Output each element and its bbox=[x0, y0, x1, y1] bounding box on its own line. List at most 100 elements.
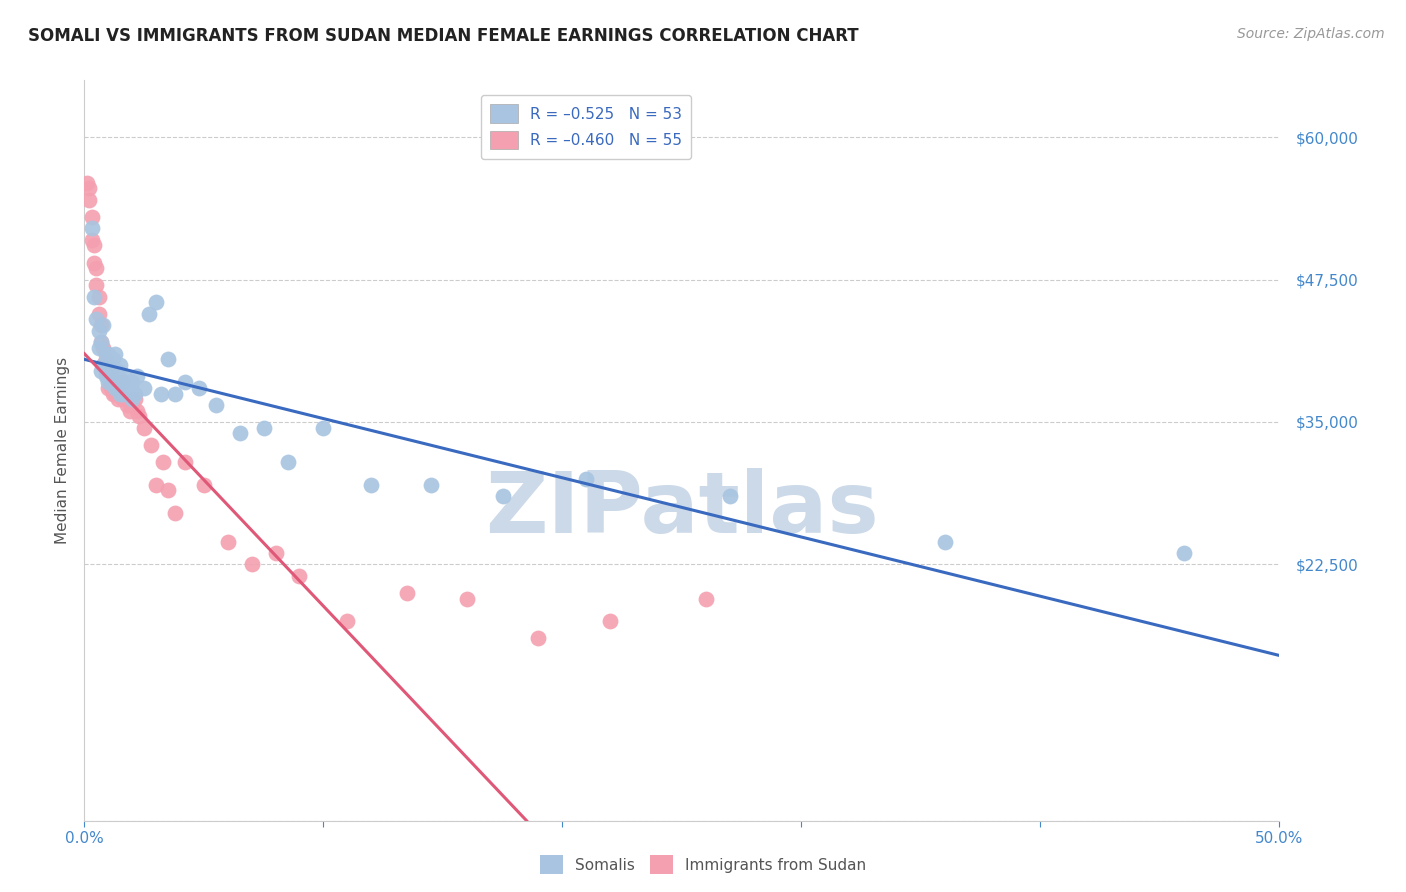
Point bbox=[77, 181, 100, 195]
Point bbox=[110, 358, 132, 372]
Point bbox=[94, 346, 117, 360]
Point bbox=[264, 546, 287, 560]
Point bbox=[100, 364, 122, 378]
Point bbox=[165, 506, 187, 520]
Point bbox=[396, 586, 419, 600]
Point bbox=[93, 358, 115, 372]
Point bbox=[93, 341, 115, 355]
Point bbox=[125, 369, 148, 384]
Text: ZIPatlas: ZIPatlas bbox=[485, 468, 879, 551]
Point bbox=[97, 381, 120, 395]
Point bbox=[125, 403, 148, 417]
Point bbox=[229, 426, 252, 441]
Point bbox=[104, 369, 127, 384]
Point bbox=[87, 324, 110, 338]
Legend: R = –0.525   N = 53, R = –0.460   N = 55: R = –0.525 N = 53, R = –0.460 N = 55 bbox=[481, 95, 692, 159]
Point bbox=[149, 386, 172, 401]
Point bbox=[94, 352, 117, 367]
Point bbox=[114, 392, 136, 407]
Point bbox=[420, 477, 443, 491]
Y-axis label: Median Female Earnings: Median Female Earnings bbox=[55, 357, 70, 544]
Point bbox=[107, 392, 129, 407]
Point bbox=[217, 534, 239, 549]
Point bbox=[111, 386, 134, 401]
Point bbox=[527, 632, 550, 646]
Point bbox=[101, 375, 124, 389]
Point bbox=[100, 358, 122, 372]
Point bbox=[80, 210, 103, 224]
Point bbox=[104, 346, 127, 360]
Point bbox=[87, 290, 110, 304]
Point bbox=[110, 386, 132, 401]
Point bbox=[1173, 546, 1195, 560]
Point bbox=[80, 233, 103, 247]
Point bbox=[157, 483, 180, 498]
Point bbox=[205, 398, 228, 412]
Point bbox=[111, 375, 134, 389]
Point bbox=[157, 352, 180, 367]
Point bbox=[128, 409, 150, 424]
Point bbox=[93, 318, 115, 333]
Point bbox=[101, 352, 124, 367]
Point bbox=[718, 489, 741, 503]
Point bbox=[193, 477, 215, 491]
Point bbox=[97, 358, 120, 372]
Point bbox=[107, 381, 129, 395]
Point bbox=[104, 386, 127, 401]
Point bbox=[240, 558, 263, 572]
Point bbox=[492, 489, 515, 503]
Point bbox=[87, 341, 110, 355]
Point bbox=[97, 375, 120, 389]
Point bbox=[121, 398, 143, 412]
Point bbox=[141, 438, 163, 452]
Point bbox=[117, 375, 139, 389]
Point bbox=[132, 381, 156, 395]
Point bbox=[138, 307, 160, 321]
Point bbox=[86, 261, 108, 276]
Point bbox=[90, 364, 112, 378]
Point bbox=[94, 369, 117, 384]
Point bbox=[165, 386, 187, 401]
Point bbox=[107, 381, 129, 395]
Point bbox=[90, 335, 112, 350]
Point bbox=[312, 420, 335, 434]
Point bbox=[101, 375, 124, 389]
Point bbox=[934, 534, 956, 549]
Point bbox=[599, 615, 621, 629]
Point bbox=[111, 392, 134, 407]
Point bbox=[87, 307, 110, 321]
Point bbox=[83, 255, 105, 269]
Point bbox=[288, 568, 311, 582]
Point bbox=[188, 381, 211, 395]
Point bbox=[100, 381, 122, 395]
Point bbox=[145, 295, 167, 310]
Point bbox=[93, 358, 115, 372]
Point bbox=[121, 375, 143, 389]
Point bbox=[90, 318, 112, 333]
Point bbox=[117, 398, 139, 412]
Legend: Somalis, Immigrants from Sudan: Somalis, Immigrants from Sudan bbox=[534, 849, 872, 880]
Point bbox=[77, 193, 100, 207]
Point bbox=[100, 364, 122, 378]
Point bbox=[277, 455, 299, 469]
Point bbox=[118, 381, 141, 395]
Point bbox=[97, 346, 120, 360]
Point bbox=[83, 238, 105, 252]
Point bbox=[132, 420, 156, 434]
Point bbox=[110, 375, 132, 389]
Point bbox=[173, 375, 195, 389]
Point bbox=[86, 312, 108, 326]
Point bbox=[104, 381, 127, 395]
Point bbox=[90, 335, 112, 350]
Point bbox=[152, 455, 174, 469]
Text: Source: ZipAtlas.com: Source: ZipAtlas.com bbox=[1237, 27, 1385, 41]
Point bbox=[104, 381, 127, 395]
Point bbox=[695, 591, 717, 606]
Point bbox=[107, 364, 129, 378]
Point bbox=[86, 278, 108, 293]
Point bbox=[173, 455, 195, 469]
Point bbox=[360, 477, 382, 491]
Point bbox=[101, 386, 124, 401]
Point bbox=[111, 381, 134, 395]
Point bbox=[253, 420, 276, 434]
